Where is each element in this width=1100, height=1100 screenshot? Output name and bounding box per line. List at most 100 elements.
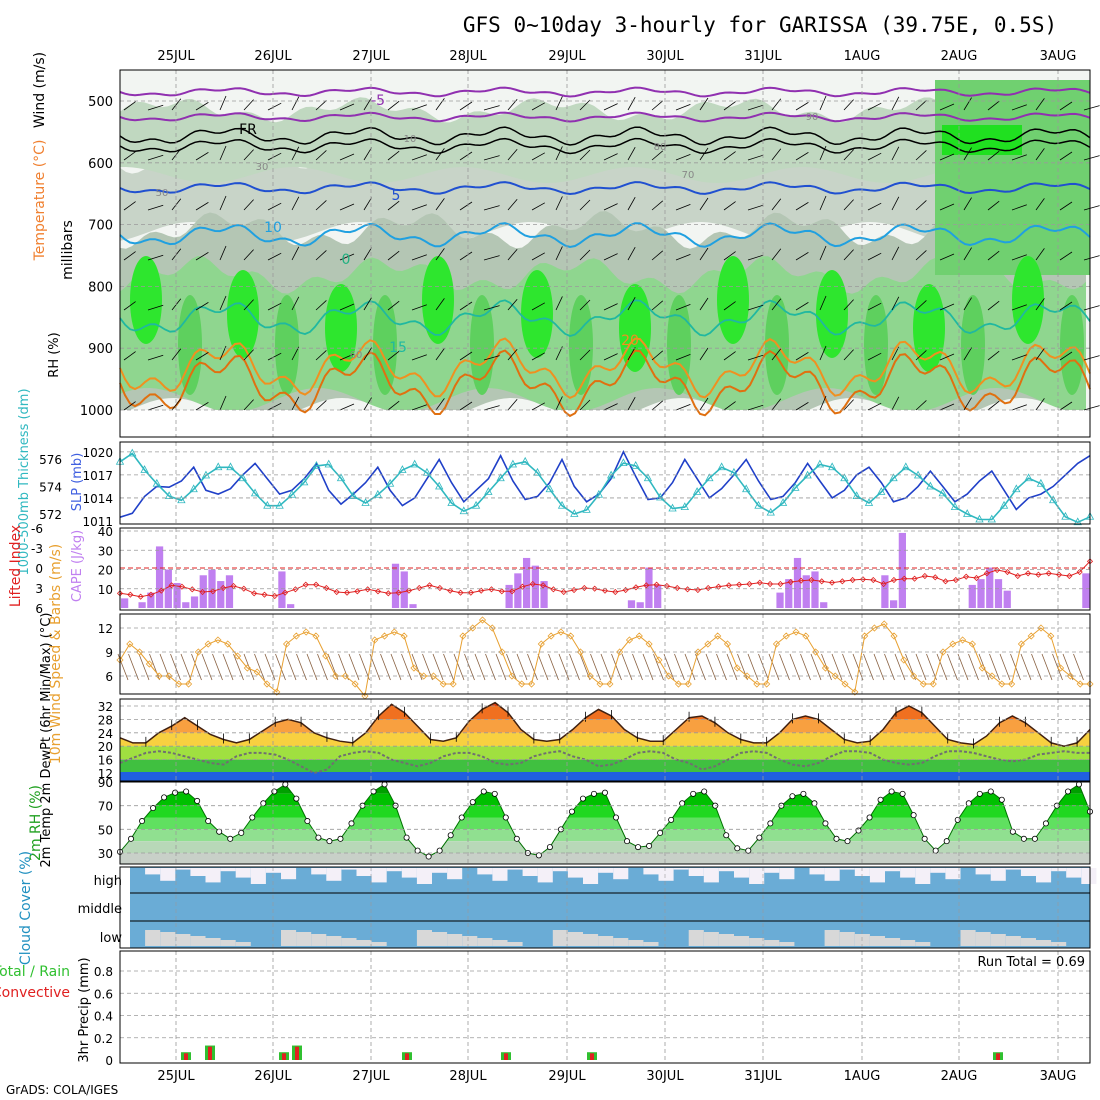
isotherm-minus5 bbox=[119, 86, 1091, 98]
wind-speed-marker bbox=[959, 636, 967, 644]
wind-speed-marker bbox=[459, 632, 467, 640]
low-cloud-bar bbox=[975, 932, 991, 946]
wind-barb bbox=[651, 400, 664, 411]
wind-barb bbox=[435, 198, 445, 211]
rh-band bbox=[120, 829, 1090, 842]
thickness-marker bbox=[533, 467, 542, 476]
cape-bar bbox=[138, 602, 146, 608]
wind-barb bbox=[291, 346, 300, 361]
wind-barb bbox=[387, 200, 400, 211]
wind-barb-10m bbox=[789, 653, 801, 681]
wind-barb bbox=[963, 147, 972, 161]
cape-bar bbox=[531, 565, 539, 608]
lifted-index-marker bbox=[1035, 571, 1042, 578]
lifted-index-tick-label: 6 bbox=[35, 602, 43, 616]
wind-barb bbox=[1035, 148, 1045, 161]
wind-barb bbox=[651, 250, 664, 261]
lifted-index-marker bbox=[1014, 572, 1021, 580]
wind-barb bbox=[939, 303, 955, 311]
rh-marker bbox=[668, 816, 675, 823]
wind-barb bbox=[795, 302, 809, 311]
rh-marker bbox=[734, 845, 741, 852]
rh-marker bbox=[568, 808, 575, 815]
low-cloud-bar bbox=[1020, 938, 1036, 946]
wind-barb bbox=[963, 197, 972, 211]
wind-barb bbox=[675, 154, 691, 161]
wind-barb bbox=[651, 150, 664, 161]
rh-marker bbox=[646, 842, 653, 849]
wind-barb-10m bbox=[663, 653, 675, 681]
rh-band-80 bbox=[422, 256, 454, 344]
high-cloud-bar bbox=[900, 868, 916, 878]
wind-barb-10m bbox=[201, 653, 213, 681]
high-cloud-bar bbox=[703, 868, 719, 883]
lifted-index-marker bbox=[973, 574, 980, 582]
lifted-index-marker bbox=[705, 584, 712, 592]
wind-barb bbox=[1011, 254, 1027, 261]
rh-marker bbox=[271, 788, 278, 795]
rh-marker bbox=[932, 847, 939, 854]
rh-axis-label: RH (%) bbox=[47, 332, 62, 377]
high-cloud-bar bbox=[990, 868, 1006, 881]
rh-marker bbox=[183, 788, 190, 795]
wind-barb bbox=[699, 247, 709, 261]
low-cloud-bar bbox=[432, 932, 448, 946]
rh-marker bbox=[513, 835, 520, 842]
high-cloud-bar bbox=[250, 868, 266, 884]
wind-barb bbox=[315, 150, 327, 161]
thickness-marker bbox=[668, 503, 677, 512]
wind-speed-marker bbox=[890, 632, 898, 640]
lifted-index-marker bbox=[880, 580, 887, 588]
thickness-marker bbox=[754, 500, 763, 509]
thickness-marker bbox=[619, 458, 628, 467]
wind-speed-marker bbox=[537, 640, 545, 648]
wind-barb bbox=[219, 295, 227, 311]
thickness-marker bbox=[447, 498, 456, 506]
wind-barb bbox=[195, 352, 209, 361]
high-cloud-bar bbox=[583, 868, 599, 884]
panel-frame bbox=[119, 527, 1091, 611]
temperature-tick-label: 32 bbox=[98, 700, 113, 714]
rh-marker bbox=[348, 820, 355, 827]
wind-barb bbox=[771, 148, 782, 161]
low-cloud-bar bbox=[688, 930, 704, 946]
cape-bar bbox=[994, 579, 1003, 608]
precip-tick-label: 0.8 bbox=[94, 965, 113, 979]
rh-marker bbox=[1009, 828, 1016, 835]
wind-speed-marker bbox=[253, 668, 261, 676]
wind-barb bbox=[843, 299, 854, 311]
wind-barb bbox=[483, 105, 500, 111]
wind-barb bbox=[795, 402, 809, 411]
high-cloud-bar bbox=[311, 868, 327, 875]
rh-marker bbox=[1064, 788, 1071, 795]
wind-barb bbox=[555, 246, 563, 261]
slp-tick-label: 1014 bbox=[82, 492, 113, 506]
thickness-marker bbox=[349, 491, 358, 500]
date-label-bottom: 25JUL bbox=[157, 1069, 195, 1084]
lifted-index-marker bbox=[447, 587, 454, 594]
wind-speed-marker bbox=[518, 680, 526, 688]
rh-marker bbox=[910, 812, 917, 819]
thickness-marker bbox=[300, 477, 309, 486]
date-label-top: 2AUG bbox=[941, 49, 978, 64]
wind-barb-10m bbox=[579, 653, 591, 681]
rh-marker bbox=[954, 816, 961, 823]
wind-barb bbox=[459, 301, 473, 311]
wind-barb bbox=[315, 400, 327, 411]
wind-barb bbox=[747, 154, 764, 161]
wind-barb bbox=[531, 402, 545, 411]
wind-speed-marker bbox=[243, 664, 251, 672]
lifted-index-marker bbox=[591, 585, 598, 592]
wind-barb bbox=[819, 295, 827, 311]
lifted-index-marker bbox=[839, 578, 846, 585]
wind-barb bbox=[483, 255, 500, 261]
wind-barb bbox=[531, 102, 545, 111]
rh-marker bbox=[811, 800, 818, 807]
thickness-marker bbox=[226, 462, 235, 471]
wind-barb-10m bbox=[348, 653, 360, 681]
wind-barb bbox=[867, 302, 882, 311]
low-cloud-bar bbox=[220, 940, 236, 946]
high-cloud-bar bbox=[673, 868, 689, 870]
lifted-index-marker bbox=[1025, 570, 1032, 577]
lifted-index-marker bbox=[343, 589, 351, 596]
